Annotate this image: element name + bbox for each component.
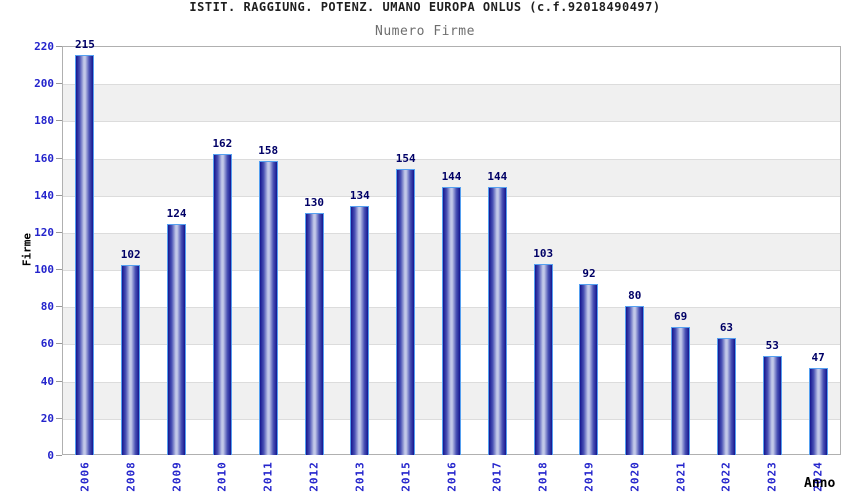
gridline — [63, 121, 840, 123]
x-category-label: 2022 — [719, 461, 733, 492]
y-axis-tick — [56, 455, 62, 456]
y-tick-label: 0 — [47, 449, 54, 462]
plot-area — [62, 46, 841, 455]
gridline — [63, 381, 840, 383]
y-tick-label: 40 — [40, 374, 54, 388]
grid-band — [63, 232, 840, 271]
grid-band — [63, 381, 840, 419]
x-category-label: 2015 — [399, 461, 413, 492]
grid-band — [63, 84, 840, 122]
gridline — [63, 344, 840, 346]
y-tick-label: 140 — [34, 188, 54, 202]
chart-title: ISTIT. RAGGIUNG. POTENZ. UMANO EUROPA ON… — [189, 0, 661, 14]
y-axis-title: Firme — [20, 232, 34, 267]
gridline — [63, 195, 840, 197]
x-category-label: 2019 — [582, 461, 596, 492]
x-category-label: 2011 — [261, 461, 275, 492]
x-axis-title: Anno — [804, 476, 836, 491]
gridline — [63, 307, 840, 309]
y-tick-label: 20 — [40, 411, 54, 425]
y-tick-label: 180 — [34, 114, 54, 128]
gridline — [63, 158, 840, 160]
grid-band — [63, 158, 840, 196]
x-category-label: 2020 — [628, 461, 642, 492]
x-category-label: 2012 — [307, 461, 321, 492]
x-category-label: 2017 — [490, 461, 504, 492]
y-tick-label: 60 — [40, 337, 54, 351]
x-category-label: 2016 — [445, 461, 458, 492]
x-category-label: 2009 — [170, 461, 184, 492]
x-category-label: 2008 — [124, 461, 138, 492]
x-category-label: 2013 — [353, 461, 367, 492]
grid-band — [63, 307, 840, 345]
gridline — [63, 270, 840, 272]
x-category-label: 2010 — [215, 461, 229, 492]
chart-subtitle: Numero Firme — [375, 24, 475, 39]
gridline — [63, 232, 840, 234]
y-tick-label: 220 — [34, 40, 54, 53]
y-tick-label: 80 — [40, 300, 54, 314]
x-category-label: 2006 — [78, 461, 92, 492]
x-category-label: 2021 — [674, 461, 688, 492]
gridline — [63, 418, 840, 420]
y-tick-label: 200 — [34, 77, 54, 91]
gridline — [63, 84, 840, 86]
x-category-label: 2023 — [765, 461, 779, 492]
y-tick-label: 160 — [34, 151, 54, 165]
x-category-label: 2018 — [536, 461, 550, 492]
